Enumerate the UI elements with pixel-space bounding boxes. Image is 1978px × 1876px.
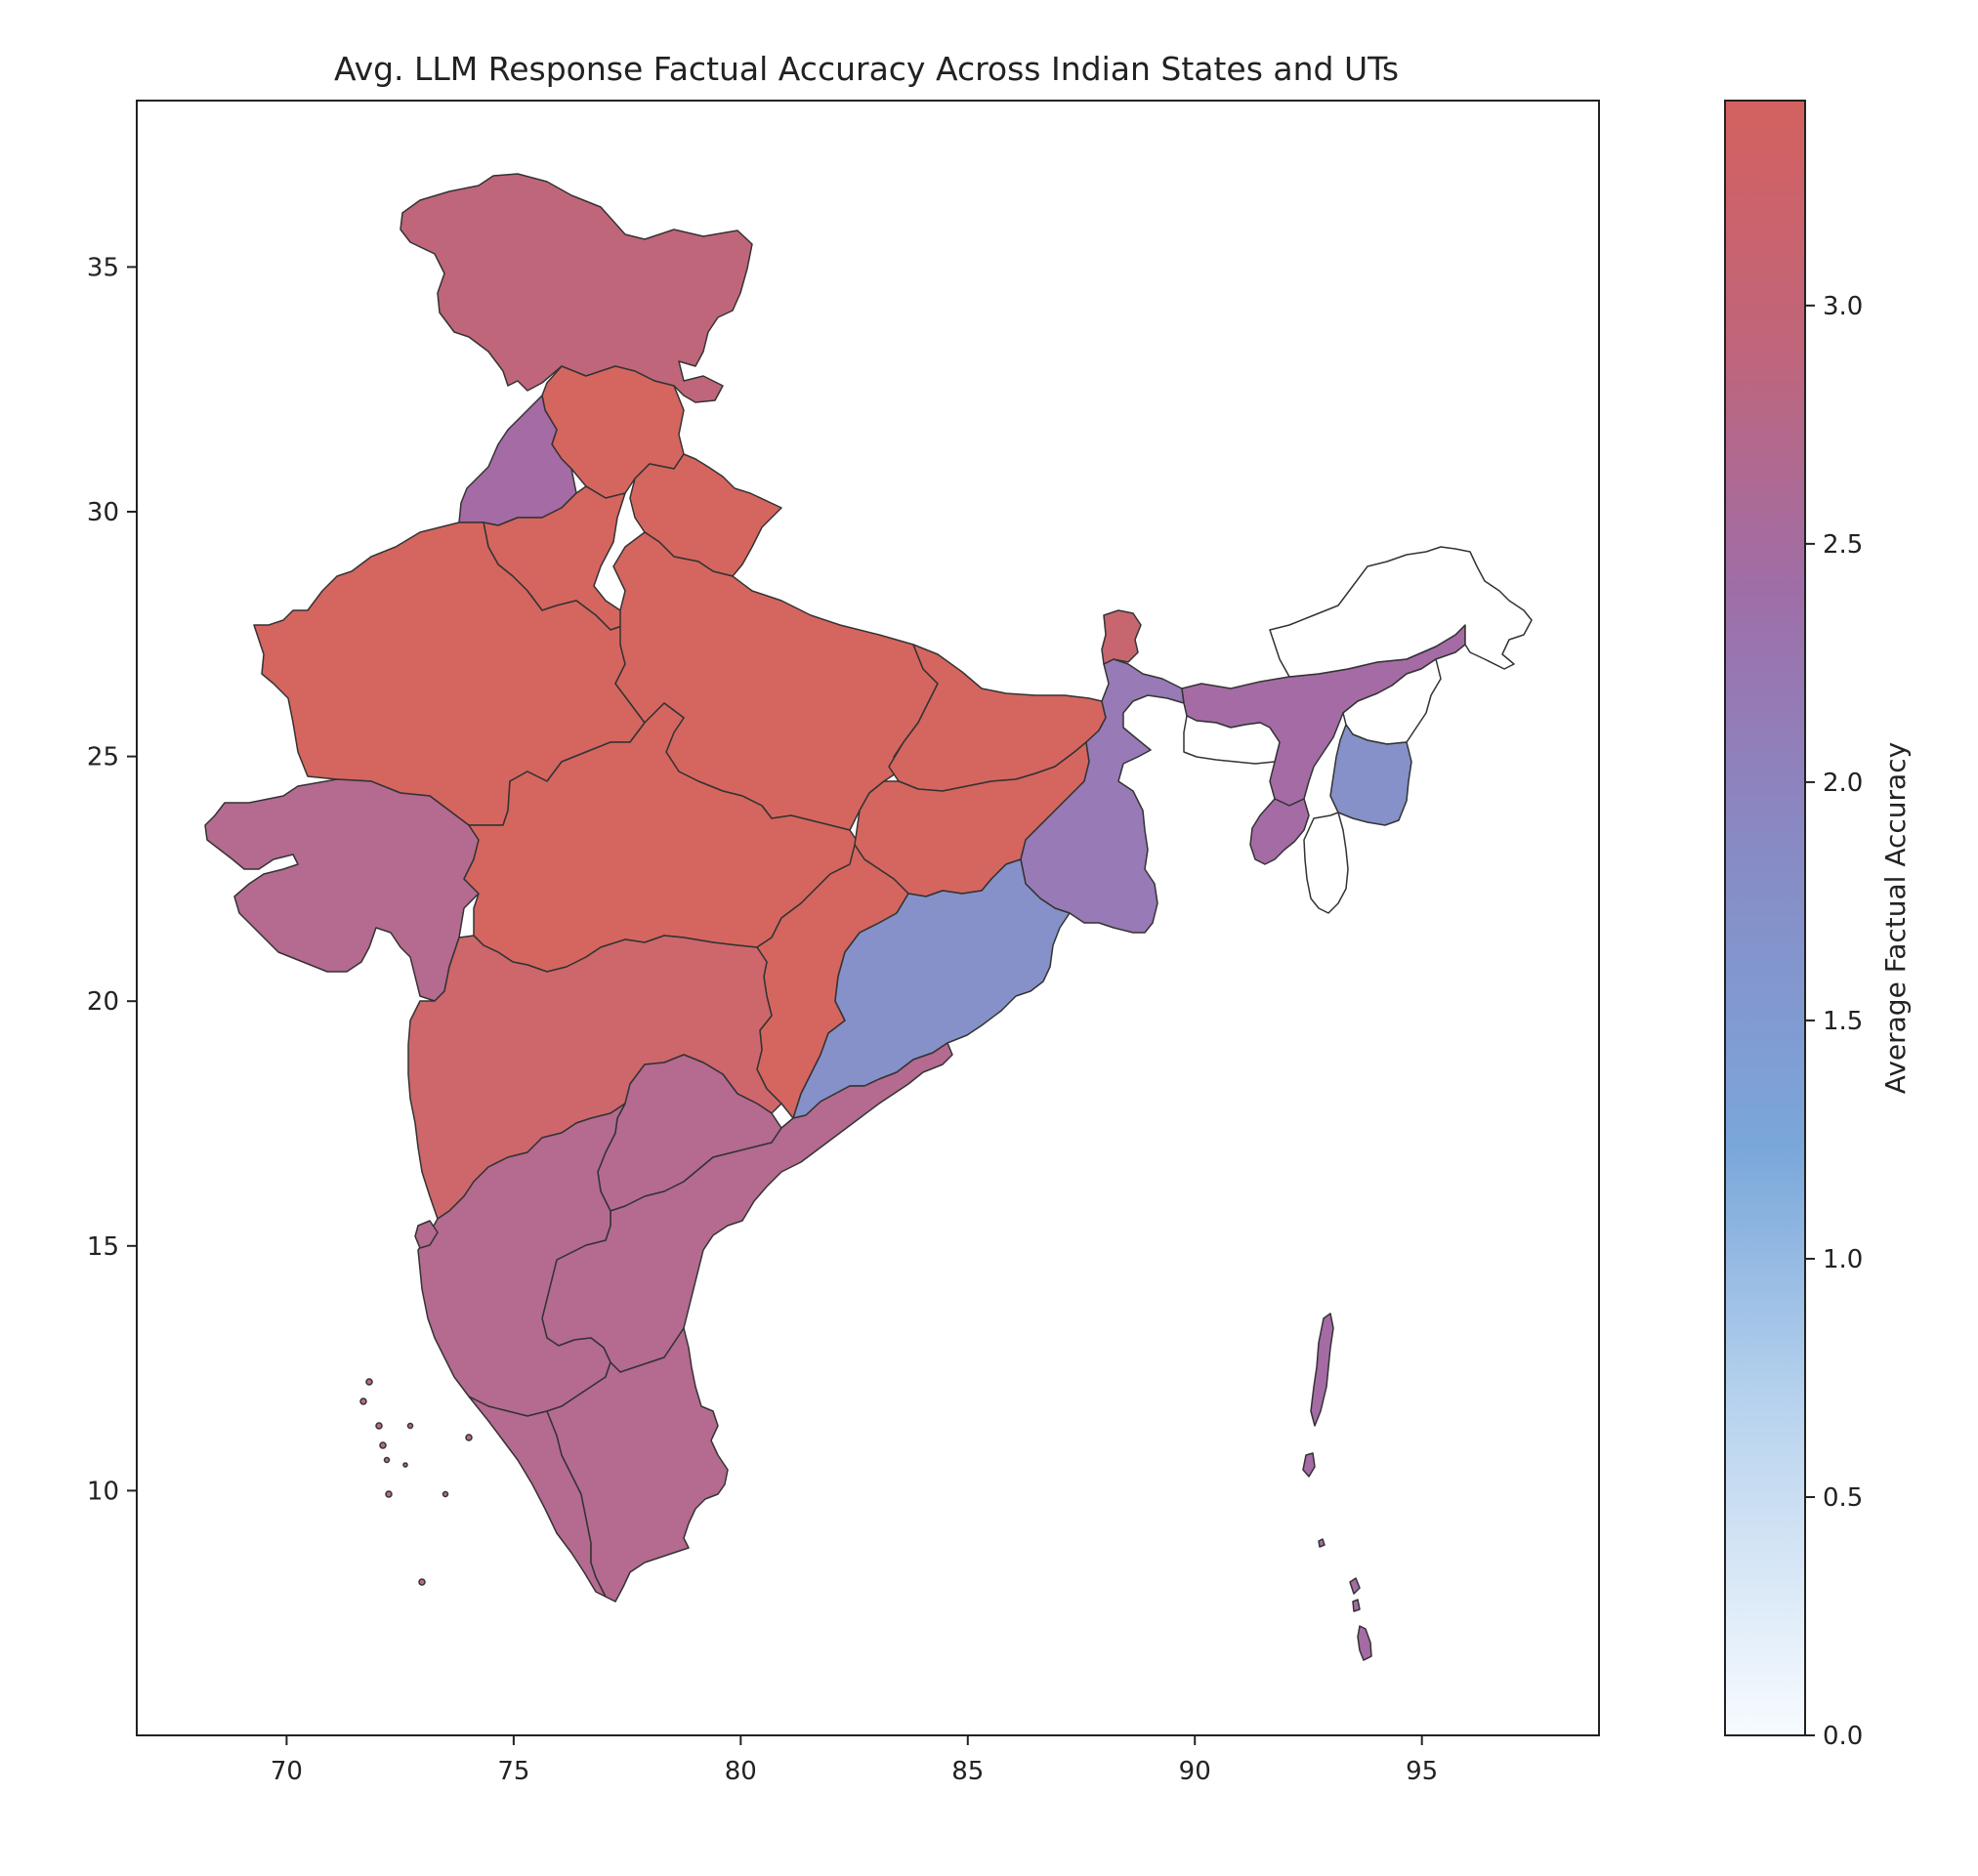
- colorbar-tick-label: 1.5: [1823, 1007, 1863, 1036]
- y-tick-label: 25: [87, 743, 119, 772]
- x-tick-label: 75: [497, 1757, 529, 1786]
- colorbar-label: Average Factual Accuracy: [1879, 742, 1912, 1094]
- map-layer: Jammu and Kashmir / Ladakh Himachal Prad…: [204, 173, 1533, 1661]
- colorbar-tick-label: 0.5: [1823, 1483, 1863, 1513]
- colorbar-gradient: [1724, 100, 1806, 1736]
- region-sikkim[interactable]: Sikkim: [1101, 609, 1142, 665]
- y-tick-label: 35: [87, 253, 119, 282]
- colorbar-tick-label: 1.0: [1823, 1245, 1863, 1274]
- y-axis: 10 15 20 25 30 35: [87, 253, 137, 1506]
- region-tamil-nadu[interactable]: Tamil Nadu: [546, 1327, 729, 1603]
- colorbar-tick-label: 3.0: [1823, 292, 1863, 321]
- chart-title: Avg. LLM Response Factual Accuracy Acros…: [334, 50, 1399, 88]
- axes-frame: [136, 100, 1600, 1736]
- region-goa[interactable]: Goa: [414, 1220, 439, 1249]
- region-mizoram[interactable]: Mizoram: [1303, 812, 1349, 914]
- y-tick-label: 10: [87, 1477, 119, 1506]
- x-tick-label: 95: [1406, 1757, 1438, 1786]
- colorbar-tick-label: 2.0: [1823, 769, 1863, 798]
- region-andaman-nicobar[interactable]: Andaman and Nicobar Islands: [1302, 1313, 1372, 1661]
- region-meghalaya[interactable]: Meghalaya: [1183, 715, 1281, 765]
- region-jammu-kashmir-ladakh[interactable]: Jammu and Kashmir / Ladakh: [400, 173, 753, 403]
- region-tripura[interactable]: Tripura: [1249, 798, 1310, 865]
- x-tick-label: 80: [725, 1757, 757, 1786]
- colorbar-tick-label: 2.5: [1823, 530, 1863, 560]
- y-tick-label: 20: [87, 987, 119, 1017]
- y-tick-label: 15: [87, 1232, 119, 1262]
- x-tick-label: 90: [1179, 1757, 1211, 1786]
- x-tick-label: 70: [271, 1757, 303, 1786]
- y-tick-label: 30: [87, 498, 119, 527]
- x-tick-label: 85: [951, 1757, 984, 1786]
- region-arunachal-pradesh[interactable]: Arunachal Pradesh: [1269, 546, 1533, 678]
- colorbar: 0.0 0.5 1.0 1.5 2.0 2.5 3.0 Average Factual Ac…: [1724, 100, 1912, 1751]
- region-karnataka[interactable]: Karnataka: [417, 1103, 626, 1417]
- region-uttarakhand[interactable]: Uttarakhand: [629, 453, 782, 577]
- region-lakshadweep[interactable]: Lakshadweep: [359, 1378, 473, 1586]
- x-axis: 70 75 80 85 90 95: [271, 1735, 1438, 1786]
- region-manipur[interactable]: Manipur: [1329, 724, 1412, 826]
- region-andhra-pradesh[interactable]: Andhra Pradesh: [541, 1042, 953, 1373]
- region-gujarat[interactable]: Gujarat: [204, 778, 480, 1002]
- colorbar-ticks: 0.0 0.5 1.0 1.5 2.0 2.5 3.0: [1805, 292, 1863, 1751]
- colorbar-tick-label: 0.0: [1823, 1722, 1863, 1751]
